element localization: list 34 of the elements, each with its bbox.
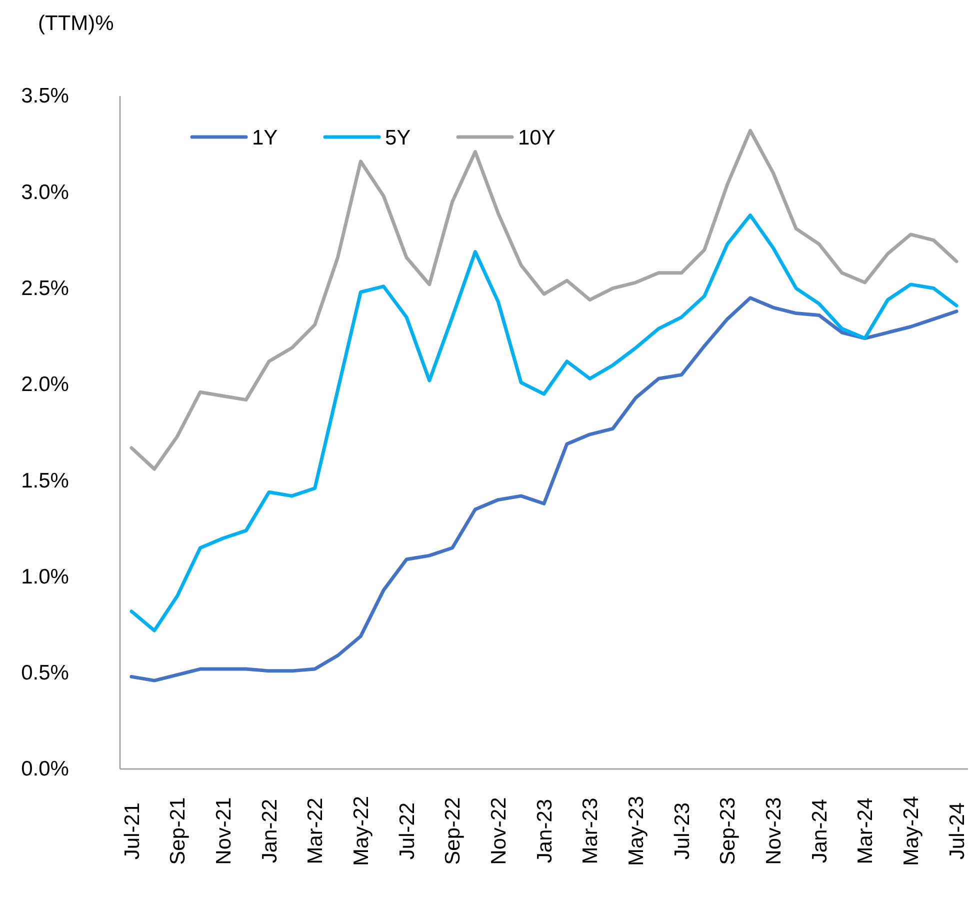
y-axis-title: (TTM)% [38, 12, 114, 35]
x-tick-label: Jul-24 [946, 802, 969, 860]
y-tick-label: 1.0% [21, 565, 69, 588]
y-tick-label: 2.0% [21, 373, 69, 396]
x-tick-label: Jul-23 [670, 802, 694, 860]
x-tick-label: Jan-23 [533, 798, 556, 864]
x-tick-label: Jul-21 [120, 802, 144, 860]
y-tick-label: 2.5% [21, 277, 69, 300]
x-tick-label: Mar-24 [854, 797, 878, 864]
y-tick-label: 0.5% [21, 662, 69, 685]
x-tick-label: Sep-22 [442, 797, 465, 865]
x-tick-label: Jan-22 [258, 798, 282, 864]
line-series [130, 296, 958, 682]
x-tick-label: Mar-23 [579, 798, 602, 864]
y-tick-label: 1.5% [21, 469, 69, 492]
x-tick-label: Nov-21 [212, 797, 236, 865]
legend-label: 5Y [385, 126, 411, 150]
y-tick-label: 0.0% [21, 758, 69, 781]
legend-label: 1Y [252, 126, 278, 150]
x-tick-label: Jan-24 [808, 798, 832, 864]
y-tick-label: 3.0% [21, 180, 69, 204]
legend-label: 10Y [518, 126, 556, 150]
x-tick-label: Nov-22 [488, 797, 511, 865]
x-tick-label: Jul-22 [396, 802, 419, 860]
x-tick-label: May-24 [900, 796, 924, 866]
line-series [130, 128, 958, 471]
x-tick-label: Sep-21 [166, 797, 190, 865]
line-series [130, 213, 958, 632]
x-tick-label: May-22 [350, 796, 373, 866]
x-tick-label: Nov-23 [762, 797, 786, 865]
x-tick-label: Mar-22 [304, 798, 328, 864]
x-tick-label: Sep-23 [716, 797, 740, 865]
y-tick-label: 3.5% [21, 84, 69, 108]
x-tick-label: May-23 [625, 796, 648, 866]
